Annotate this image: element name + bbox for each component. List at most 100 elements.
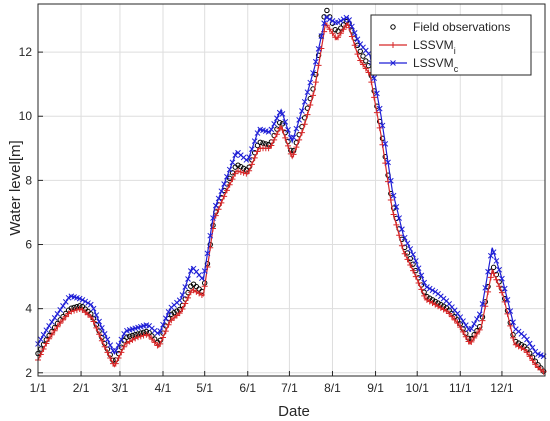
series-point <box>360 61 367 68</box>
series-point <box>215 195 222 202</box>
series-point <box>412 258 419 264</box>
legend-entry: LSSVMi <box>413 38 456 56</box>
series-point <box>68 308 75 315</box>
series-point <box>462 322 469 328</box>
series-point <box>399 226 405 233</box>
series-point <box>165 309 172 315</box>
y-axis-label: Water level[m] <box>7 140 24 235</box>
series-point <box>168 311 175 317</box>
series-point <box>479 300 486 307</box>
series-point <box>454 310 461 317</box>
series-point <box>510 319 516 326</box>
series-point <box>176 297 183 304</box>
x-axis-label: Date <box>278 403 310 420</box>
series-point <box>235 162 241 168</box>
series-point <box>251 154 258 161</box>
series-point <box>426 285 433 292</box>
series-point <box>204 250 211 257</box>
series-point <box>387 197 394 204</box>
series-point <box>307 102 314 109</box>
series-point <box>240 169 247 176</box>
legend-marker <box>390 24 396 30</box>
series-point <box>340 26 347 33</box>
x-tick-label: 4/1 <box>155 381 172 395</box>
series-point <box>457 324 464 331</box>
series-point <box>162 328 169 335</box>
series-point <box>46 335 53 342</box>
series-point <box>282 134 289 141</box>
series-point <box>298 129 305 136</box>
series-point <box>57 307 64 313</box>
series-point <box>349 23 355 30</box>
series-point <box>221 193 228 200</box>
series-point <box>112 347 119 354</box>
series-point <box>179 292 186 298</box>
series-point <box>290 151 297 158</box>
series-point <box>357 57 364 64</box>
series-point <box>212 202 219 209</box>
x-tick-label: 6/1 <box>239 381 256 395</box>
series-point <box>526 340 533 347</box>
legend-entry: LSSVMc <box>413 56 459 74</box>
series-point <box>396 232 403 239</box>
series-point <box>254 130 261 136</box>
x-tick-label: 3/1 <box>112 381 129 395</box>
series-point <box>118 336 125 343</box>
axes-box <box>37 3 546 377</box>
series-point <box>404 240 411 247</box>
series-point <box>40 345 47 352</box>
x-tick-label: 10/1 <box>406 381 430 395</box>
series-point <box>485 268 491 275</box>
series-point <box>326 26 333 33</box>
series-point <box>99 325 105 331</box>
y-tick-label: 8 <box>25 173 32 187</box>
series-point <box>476 326 483 333</box>
series-point <box>393 221 400 228</box>
series-point <box>226 175 233 182</box>
series-point <box>521 346 528 353</box>
series-point <box>223 187 230 194</box>
series-point <box>49 319 55 325</box>
series-point <box>249 146 255 152</box>
series-point <box>37 336 44 343</box>
series-point <box>301 98 308 105</box>
series-point <box>201 268 208 274</box>
series-point <box>335 34 342 41</box>
series-point <box>473 330 480 337</box>
series-point <box>310 70 316 76</box>
series-point <box>218 188 225 195</box>
series-point <box>43 340 50 347</box>
series-point <box>540 368 547 375</box>
series-point <box>271 121 277 127</box>
series-point <box>207 232 214 239</box>
series-point <box>324 14 330 21</box>
series-point <box>418 286 425 293</box>
series-point <box>476 311 483 318</box>
series-point <box>365 50 372 57</box>
series-point <box>407 246 414 252</box>
x-tick-label: 8/1 <box>324 381 341 395</box>
series-point <box>293 144 300 151</box>
x-tick-label: 11/1 <box>449 381 472 395</box>
series-point <box>310 92 317 99</box>
legend-marker <box>390 42 396 48</box>
series-point <box>112 360 119 367</box>
series-point <box>371 75 378 82</box>
series-point <box>87 301 94 308</box>
series-point <box>523 349 530 356</box>
series-point <box>185 276 191 282</box>
series-point <box>104 336 111 343</box>
series-point <box>471 334 478 341</box>
series-point <box>274 115 280 122</box>
series-point <box>499 275 505 282</box>
series-point <box>160 334 167 341</box>
series-point <box>237 168 244 175</box>
series-point <box>115 354 122 361</box>
series-point <box>354 36 361 43</box>
series-point <box>162 315 169 322</box>
y-tick-label: 10 <box>19 109 33 123</box>
series-point <box>371 94 378 101</box>
series-point <box>401 234 408 241</box>
series-point <box>304 89 311 96</box>
